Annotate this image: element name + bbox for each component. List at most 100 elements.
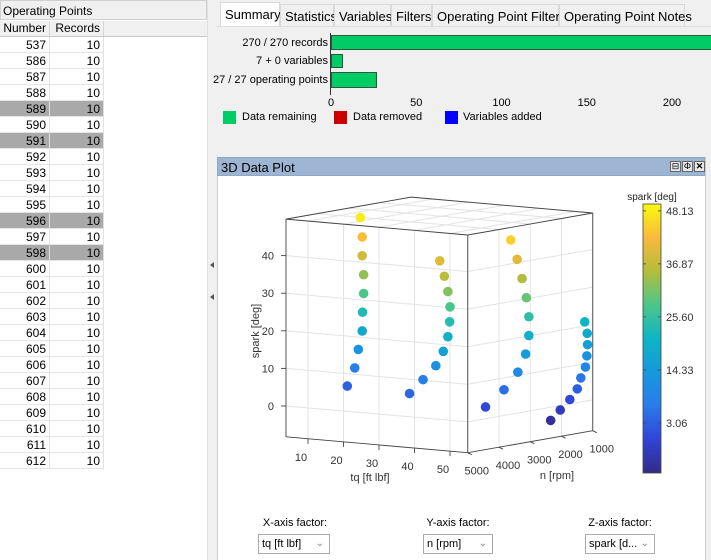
tab-summary[interactable]: Summary xyxy=(220,2,281,26)
x-axis-factor-select[interactable]: tq [ft lbf] ⌄ xyxy=(258,534,330,554)
data-point[interactable] xyxy=(355,212,366,223)
collapse-left-arrow-icon[interactable] xyxy=(210,262,214,268)
table-row[interactable]: 608 10 xyxy=(0,389,104,405)
table-row[interactable]: 593 10 xyxy=(0,165,104,181)
data-point[interactable] xyxy=(524,330,534,341)
data-point[interactable] xyxy=(357,232,368,242)
data-point[interactable] xyxy=(520,349,531,359)
data-point[interactable] xyxy=(555,405,566,415)
float-icon[interactable]: Φ xyxy=(682,161,693,172)
tab-operating-point-notes[interactable]: Operating Point Notes xyxy=(559,4,692,26)
data-point[interactable] xyxy=(439,271,450,282)
table-row[interactable]: 592 10 xyxy=(0,149,104,165)
table-row[interactable]: 596 10 xyxy=(0,213,104,229)
data-point[interactable] xyxy=(565,394,575,405)
table-row[interactable]: 605 10 xyxy=(0,341,104,357)
grid-line xyxy=(317,213,500,230)
z-axis-factor-select[interactable]: spark [d... ⌄ xyxy=(585,534,655,554)
y-axis-label: n [rpm] xyxy=(540,470,574,482)
collapse-left-arrow-icon-2[interactable] xyxy=(210,294,214,300)
table-row[interactable]: 604 10 xyxy=(0,325,104,341)
data-point[interactable] xyxy=(357,250,368,261)
plot-panel-header: 3D Data Plot ⊟ Φ ✕ xyxy=(217,157,705,176)
data-point[interactable] xyxy=(445,302,455,312)
grid-line xyxy=(285,330,468,348)
table-row[interactable]: 602 10 xyxy=(0,293,104,309)
data-point[interactable] xyxy=(545,415,556,426)
z-tick-label: 20 xyxy=(262,326,274,338)
data-point[interactable] xyxy=(404,388,415,399)
data-point[interactable] xyxy=(438,346,449,357)
data-point[interactable] xyxy=(517,273,527,284)
axis-ticks: 0 10 20 30 40 10 20 30 40 50 1000 2000 3000 4000 5000 xyxy=(262,251,614,478)
tab-filters[interactable]: Filters xyxy=(391,4,432,26)
data-point[interactable] xyxy=(443,286,453,297)
tab-variables[interactable]: Variables xyxy=(334,4,392,26)
data-point[interactable] xyxy=(576,373,586,383)
table-row[interactable]: 609 10 xyxy=(0,405,104,421)
table-row[interactable]: 606 10 xyxy=(0,357,104,373)
data-point[interactable] xyxy=(499,384,509,395)
table-row[interactable]: 597 10 xyxy=(0,229,104,245)
data-point[interactable] xyxy=(418,374,428,385)
cell-records: 10 xyxy=(50,37,104,53)
data-point[interactable] xyxy=(358,269,369,280)
table-row[interactable]: 612 10 xyxy=(0,453,104,469)
table-row[interactable]: 595 10 xyxy=(0,197,104,213)
cell-records: 10 xyxy=(50,101,104,117)
data-point[interactable] xyxy=(349,363,360,373)
table-row[interactable]: 610 10 xyxy=(0,421,104,437)
tab-statistics[interactable]: Statistics xyxy=(280,4,337,26)
column-header-number[interactable]: Number xyxy=(0,21,50,37)
cell-records: 10 xyxy=(50,277,104,293)
table-row[interactable]: 591 10 xyxy=(0,133,104,149)
table-row[interactable]: 537 10 xyxy=(0,37,104,53)
y-axis-factor-select[interactable]: n [rpm] ⌄ xyxy=(423,534,493,554)
close-icon[interactable]: ✕ xyxy=(694,161,705,172)
bar-variables xyxy=(331,54,343,68)
data-point[interactable] xyxy=(434,255,445,266)
data-point[interactable] xyxy=(582,351,592,361)
table-row[interactable]: 588 10 xyxy=(0,85,104,101)
data-point[interactable] xyxy=(357,307,368,318)
data-point[interactable] xyxy=(524,311,534,322)
data-point[interactable] xyxy=(582,339,593,350)
box-edges xyxy=(285,196,594,454)
table-row[interactable]: 607 10 xyxy=(0,373,104,389)
panel-splitter[interactable] xyxy=(207,0,217,560)
table-row[interactable]: 611 10 xyxy=(0,437,104,453)
table-row[interactable]: 601 10 xyxy=(0,277,104,293)
data-point[interactable] xyxy=(480,402,491,412)
data-point[interactable] xyxy=(353,344,364,355)
tab-operating-point-filters[interactable]: Operating Point Filters xyxy=(432,4,566,26)
data-point[interactable] xyxy=(582,328,593,339)
table-row[interactable]: 594 10 xyxy=(0,181,104,197)
data-point[interactable] xyxy=(572,384,583,394)
data-point[interactable] xyxy=(513,367,523,377)
table-row[interactable]: 603 10 xyxy=(0,309,104,325)
column-header-records[interactable]: Records xyxy=(50,21,104,37)
data-point[interactable] xyxy=(357,326,368,336)
data-point[interactable] xyxy=(444,317,455,327)
data-point[interactable] xyxy=(358,288,369,299)
table-row[interactable]: 598 10 xyxy=(0,245,104,261)
data-point[interactable] xyxy=(580,362,591,372)
table-row[interactable]: 600 10 xyxy=(0,261,104,277)
data-point[interactable] xyxy=(505,235,516,245)
cell-records: 10 xyxy=(50,405,104,421)
data-point[interactable] xyxy=(512,254,522,265)
data-point[interactable] xyxy=(579,317,590,327)
z-tick-label: 30 xyxy=(262,288,274,300)
data-point[interactable] xyxy=(342,381,353,391)
data-point[interactable] xyxy=(521,292,532,303)
table-row[interactable]: 587 10 xyxy=(0,69,104,85)
minimize-icon[interactable]: ⊟ xyxy=(670,161,681,172)
cell-records: 10 xyxy=(50,229,104,245)
table-row[interactable]: 589 10 xyxy=(0,101,104,117)
bar-label-records: 270 / 270 records xyxy=(242,37,328,49)
table-row[interactable]: 586 10 xyxy=(0,53,104,69)
table-row[interactable]: 590 10 xyxy=(0,117,104,133)
data-point[interactable] xyxy=(431,360,441,371)
data-point[interactable] xyxy=(443,331,453,342)
